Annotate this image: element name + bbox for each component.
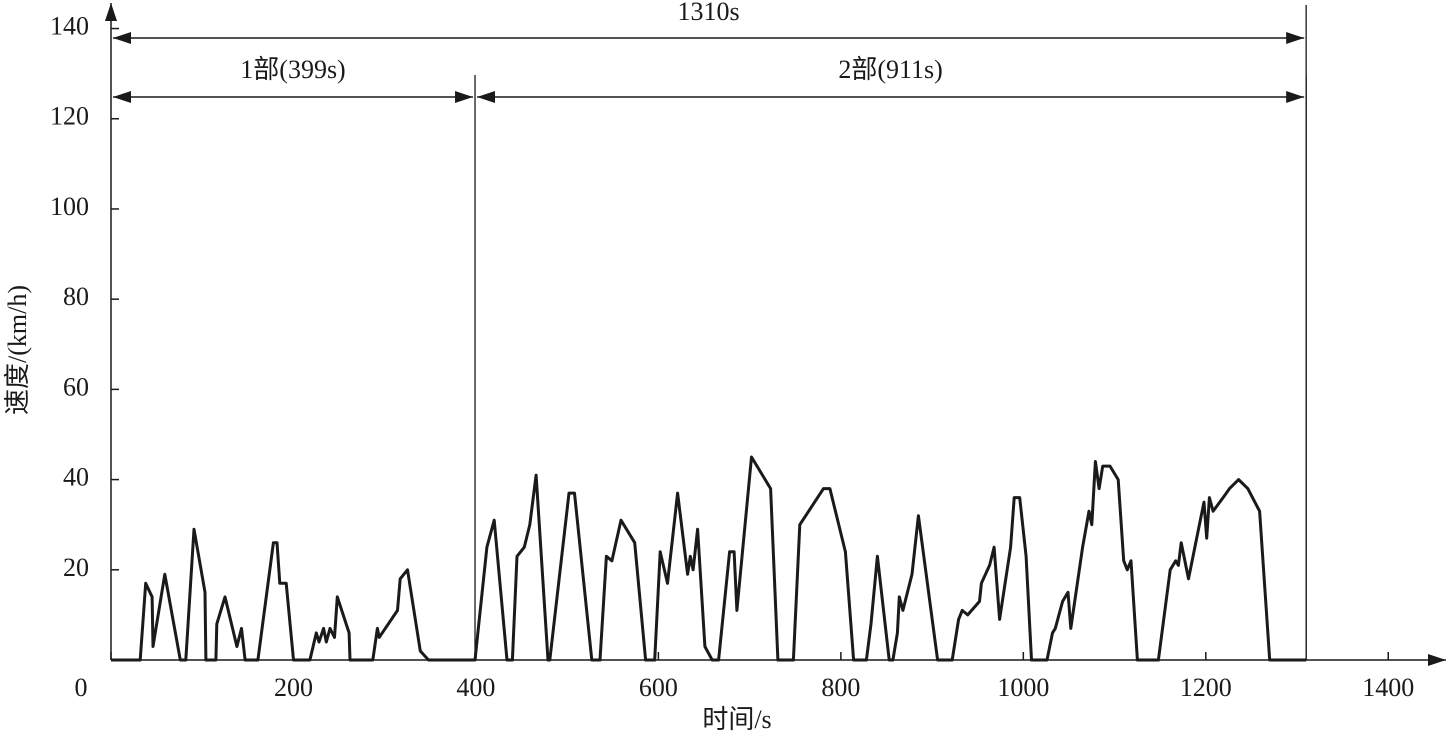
- y-tick-label: 60: [63, 372, 89, 401]
- speed-line: [111, 455, 1307, 662]
- span-label: 1部(399s): [240, 55, 345, 84]
- y-axis-label: 速度/(km/h): [3, 285, 32, 415]
- y-tick-label: 140: [50, 12, 89, 41]
- x-tick-label: 1400: [1362, 673, 1414, 702]
- span-label: 1310s: [678, 0, 740, 26]
- x-tick-label: 600: [639, 673, 678, 702]
- x-tick-label: 400: [456, 673, 495, 702]
- span-label: 2部(911s): [838, 55, 942, 84]
- x-tick-label: 800: [821, 673, 860, 702]
- y-tick-label: 80: [63, 282, 89, 311]
- y-tick-label: 100: [50, 192, 89, 221]
- x-tick-label: 0: [75, 673, 88, 702]
- y-tick-label: 40: [63, 463, 89, 492]
- x-tick-label: 200: [274, 673, 313, 702]
- x-axis-label: 时间/s: [702, 705, 771, 734]
- y-tick-label: 20: [63, 553, 89, 582]
- x-tick-label: 1000: [997, 673, 1049, 702]
- x-tick-label: 1200: [1180, 673, 1232, 702]
- y-tick-label: 120: [50, 102, 89, 131]
